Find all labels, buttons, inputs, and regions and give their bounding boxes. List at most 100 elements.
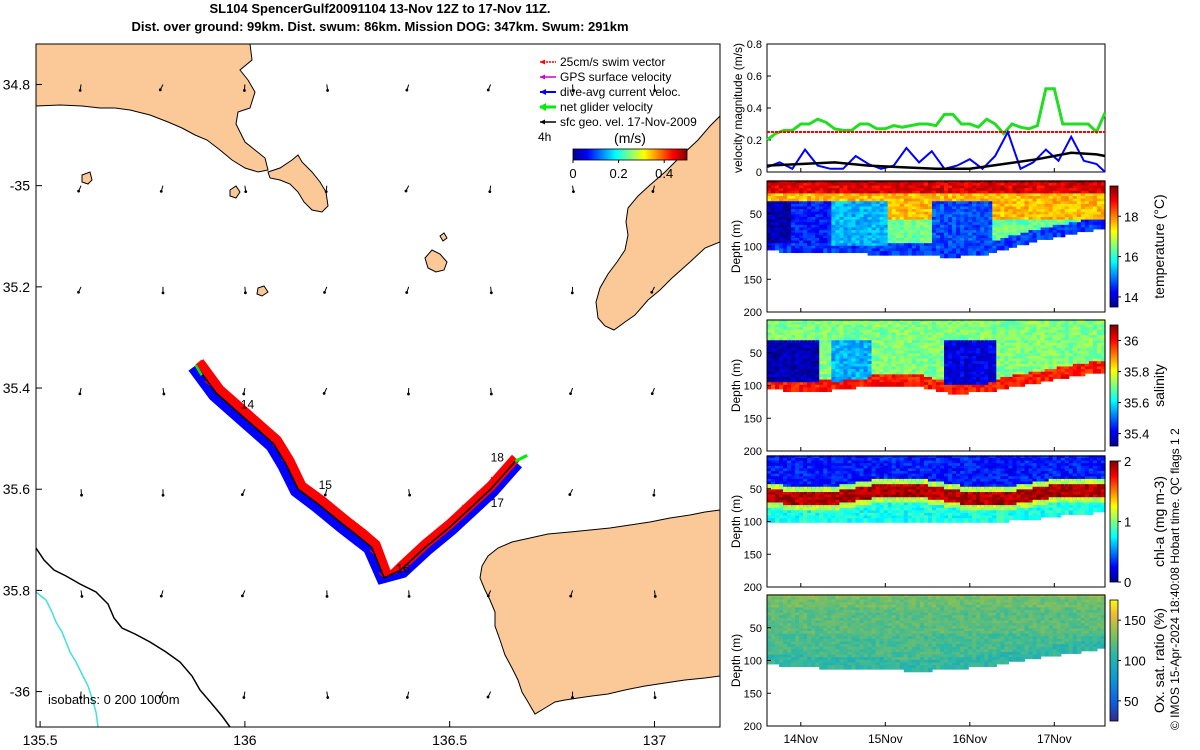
section-cell: [980, 214, 985, 219]
section-cell: [960, 350, 965, 356]
section-cell: [931, 196, 937, 201]
section-cell: [879, 371, 885, 377]
section-cell: [1080, 224, 1086, 230]
section-cell: [907, 337, 913, 343]
section-cell: [807, 379, 812, 385]
swim-vector: [215, 387, 220, 394]
section-cell: [827, 353, 832, 358]
section-cell: [923, 319, 929, 324]
section-cell: [843, 214, 849, 219]
section-cell: [984, 185, 989, 191]
section-cell: [1020, 337, 1026, 343]
section-cell: [787, 510, 792, 515]
section-cell: [867, 190, 873, 196]
section-cell: [1004, 193, 1010, 199]
section-cell: [980, 363, 985, 369]
section-cell: [803, 457, 808, 463]
section-cell: [847, 340, 853, 345]
sfc-vector-head: [242, 696, 246, 699]
section-cell: [972, 327, 977, 332]
section-cell: [787, 342, 792, 348]
section-cell: [923, 384, 929, 390]
section-cell: [1068, 216, 1074, 222]
section-cell: [771, 489, 776, 494]
section-cell: [799, 455, 804, 460]
section-cell: [931, 193, 937, 199]
section-cell: [807, 321, 812, 327]
section-cell: [927, 379, 933, 385]
section-cell: [984, 329, 989, 335]
section-cell: [799, 387, 804, 393]
section-cell: [899, 201, 905, 206]
section-cell: [960, 348, 965, 353]
section-cell: [968, 214, 973, 219]
section-cell: [927, 193, 933, 199]
section-cell: [803, 473, 808, 479]
section-cell: [1000, 355, 1006, 361]
section-cell: [1060, 329, 1066, 335]
section-cell: [791, 476, 796, 481]
section-cell: [1032, 188, 1038, 193]
section-cell: [980, 243, 985, 248]
section-cell: [907, 248, 913, 254]
section-cell: [795, 180, 800, 185]
section-cell: [815, 209, 820, 214]
section-cell: [867, 235, 873, 240]
section-cell: [1056, 201, 1062, 206]
section-cell: [807, 196, 812, 201]
section-cell: [883, 374, 889, 379]
section-cell: [1008, 327, 1014, 332]
section-cell: [863, 193, 869, 199]
section-cell: [871, 203, 877, 209]
section-cell: [803, 499, 808, 505]
section-cell: [1036, 366, 1042, 372]
section-cell: [1044, 319, 1050, 324]
section-cell: [831, 222, 837, 227]
swim-vector: [294, 477, 301, 484]
section-cell: [775, 355, 780, 361]
section-cell: [827, 471, 832, 476]
section-cell: [988, 182, 993, 188]
section-cell: [819, 232, 824, 238]
section-cell: [1040, 369, 1046, 374]
section-cell: [988, 363, 993, 369]
section-cell: [964, 332, 969, 338]
section-cell: [936, 232, 941, 238]
section-cell: [952, 198, 957, 204]
section-cell: [771, 355, 776, 361]
section-cell: [831, 248, 837, 254]
section-cell: [940, 358, 945, 364]
section-cell: [879, 319, 885, 324]
section-cell: [1040, 227, 1046, 233]
section-cell: [839, 324, 845, 330]
section-cell: [827, 499, 832, 505]
section-cell: [1084, 190, 1090, 196]
section-cell: [803, 374, 808, 379]
section-cell: [903, 379, 909, 385]
section-cell: [819, 489, 824, 494]
section-cell: [960, 335, 965, 340]
section-cell: [799, 224, 804, 230]
section-cell: [891, 185, 897, 191]
section-cell: [811, 499, 816, 505]
section-cell: [1080, 190, 1086, 196]
section-cell: [1040, 358, 1046, 364]
section-cell: [803, 371, 808, 377]
section-cell: [811, 203, 816, 209]
section-cell: [847, 211, 853, 217]
section-cell: [787, 515, 792, 521]
section-cell: [911, 358, 917, 364]
section-cell: [819, 203, 824, 209]
section-cell: [907, 363, 913, 369]
section-cell: [819, 355, 824, 361]
section-cell: [1036, 371, 1042, 377]
section-cell: [795, 193, 800, 199]
section-cell: [839, 355, 845, 361]
section-cell: [968, 235, 973, 240]
section-cell: [879, 222, 885, 227]
section-cell: [803, 384, 808, 390]
section-cell: [980, 324, 985, 330]
section-cell: [931, 376, 937, 382]
section-cell: [960, 379, 965, 385]
section-cell: [791, 374, 796, 379]
